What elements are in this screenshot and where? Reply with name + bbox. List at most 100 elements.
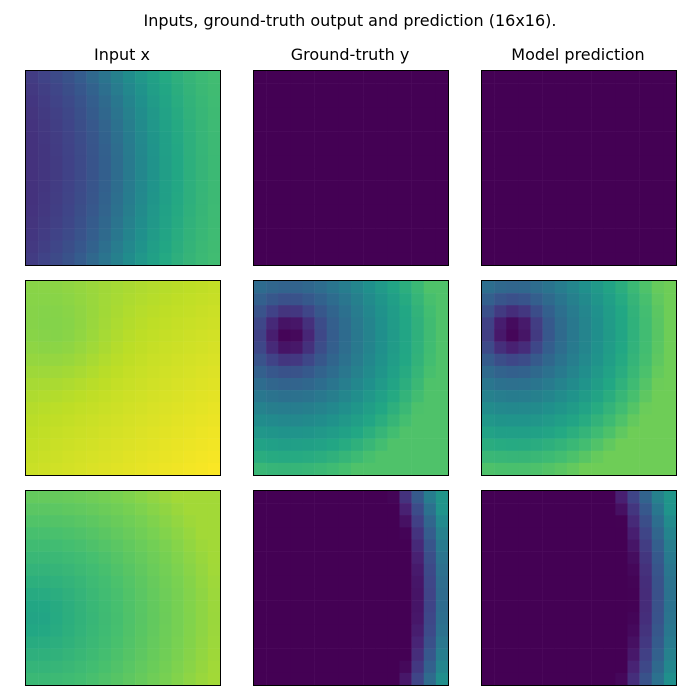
heatmap-cell <box>351 180 364 193</box>
heatmap-cell <box>38 329 51 342</box>
heatmap-cell <box>110 515 124 528</box>
heatmap-cell <box>399 588 412 601</box>
heatmap-cell <box>530 305 543 318</box>
heatmap-cell <box>423 329 437 342</box>
heatmap-cell <box>74 204 87 217</box>
heatmap-cell <box>603 588 616 601</box>
heatmap-cell <box>566 515 580 528</box>
heatmap-cell <box>135 438 148 451</box>
heatmap-cell <box>615 450 628 464</box>
heatmap-cell <box>195 155 209 169</box>
heatmap-cell <box>98 131 112 144</box>
heatmap-cell <box>579 83 592 96</box>
heatmap-cell <box>363 539 376 552</box>
heatmap-cell <box>506 648 519 661</box>
heatmap-cell <box>110 216 124 229</box>
heatmap-cell <box>663 426 676 439</box>
heatmap-cell <box>183 539 196 552</box>
heatmap-cell <box>326 192 340 205</box>
heatmap-cell <box>399 648 412 661</box>
heatmap-cell <box>494 426 507 439</box>
heatmap-cell <box>302 131 315 144</box>
heatmap-cell <box>579 71 592 84</box>
heatmap-cell <box>278 317 291 330</box>
heatmap-cell <box>302 240 315 254</box>
heatmap-cell <box>518 95 531 108</box>
heatmap-cell <box>411 83 424 96</box>
heatmap-cell <box>278 588 291 601</box>
heatmap-cell <box>147 539 160 552</box>
heatmap-cell <box>554 281 568 294</box>
heatmap-cell <box>314 180 327 193</box>
heatmap-cell <box>542 612 555 625</box>
heatmap-cell <box>195 563 209 577</box>
heatmap-cell <box>627 636 640 649</box>
heatmap-cell <box>26 503 39 516</box>
heatmap-cell <box>147 491 160 504</box>
heatmap-cell <box>423 107 437 120</box>
heatmap-cell <box>278 353 291 367</box>
heatmap-cell <box>566 192 580 205</box>
heatmap-cell <box>302 515 315 528</box>
heatmap-cell <box>314 240 327 254</box>
heatmap-cell <box>207 438 220 451</box>
heatmap-cell <box>302 341 315 354</box>
heatmap-cell <box>314 341 327 354</box>
heatmap-cell <box>579 341 592 354</box>
heatmap-cell <box>110 155 124 169</box>
heatmap-cell <box>326 155 340 169</box>
heatmap-cell <box>38 281 51 294</box>
heatmap-cell <box>530 672 543 685</box>
heatmap-cell <box>603 95 616 108</box>
heatmap-cell <box>423 503 437 516</box>
heatmap-cell <box>302 293 315 306</box>
heatmap-cell <box>98 426 112 439</box>
heatmap-cell <box>38 192 51 205</box>
heatmap-cell <box>411 216 424 229</box>
heatmap-cell <box>74 71 87 84</box>
heatmap-cell <box>207 107 220 120</box>
heatmap-cell <box>302 491 315 504</box>
heatmap-cell <box>171 660 184 674</box>
heatmap-cell <box>566 539 580 552</box>
heatmap-cell <box>351 503 364 516</box>
heatmap-cell <box>494 353 507 367</box>
heatmap-cell <box>86 462 99 475</box>
heatmap-cell <box>627 252 640 265</box>
heatmap-cell <box>387 281 400 294</box>
heatmap-cell <box>290 636 303 649</box>
heatmap-cell <box>351 119 364 132</box>
heatmap-cell <box>639 551 652 564</box>
heatmap-cell <box>615 402 628 415</box>
heatmap-cell <box>482 317 495 330</box>
heatmap-cell <box>338 240 352 254</box>
heatmap-cell <box>74 240 87 254</box>
heatmap-cell <box>278 168 291 181</box>
heatmap-cell <box>147 155 160 169</box>
heatmap-cell <box>518 660 531 674</box>
heatmap-cell <box>435 252 448 265</box>
heatmap-cell <box>435 293 448 306</box>
heatmap-cell <box>627 329 640 342</box>
heatmap-cell <box>38 426 51 439</box>
heatmap-cell <box>554 192 568 205</box>
heatmap-cell <box>399 228 412 241</box>
heatmap-cell <box>411 143 424 157</box>
heatmap-cell <box>302 648 315 661</box>
heatmap-cell <box>603 636 616 649</box>
heatmap-cell <box>375 515 388 528</box>
heatmap-cell <box>74 365 87 379</box>
heatmap-cell <box>494 515 507 528</box>
heatmap-cell <box>639 515 652 528</box>
heatmap-cell <box>603 624 616 637</box>
heatmap-cell <box>554 365 568 379</box>
heatmap-cell <box>110 588 124 601</box>
heatmap-cell <box>506 168 519 181</box>
heatmap-cell <box>62 83 75 96</box>
heatmap-cell <box>603 575 616 589</box>
heatmap-cell <box>591 402 604 415</box>
heatmap-cell <box>135 426 148 439</box>
heatmap-cell <box>74 515 87 528</box>
heatmap-cell <box>254 588 267 601</box>
heatmap-cell <box>123 672 136 685</box>
